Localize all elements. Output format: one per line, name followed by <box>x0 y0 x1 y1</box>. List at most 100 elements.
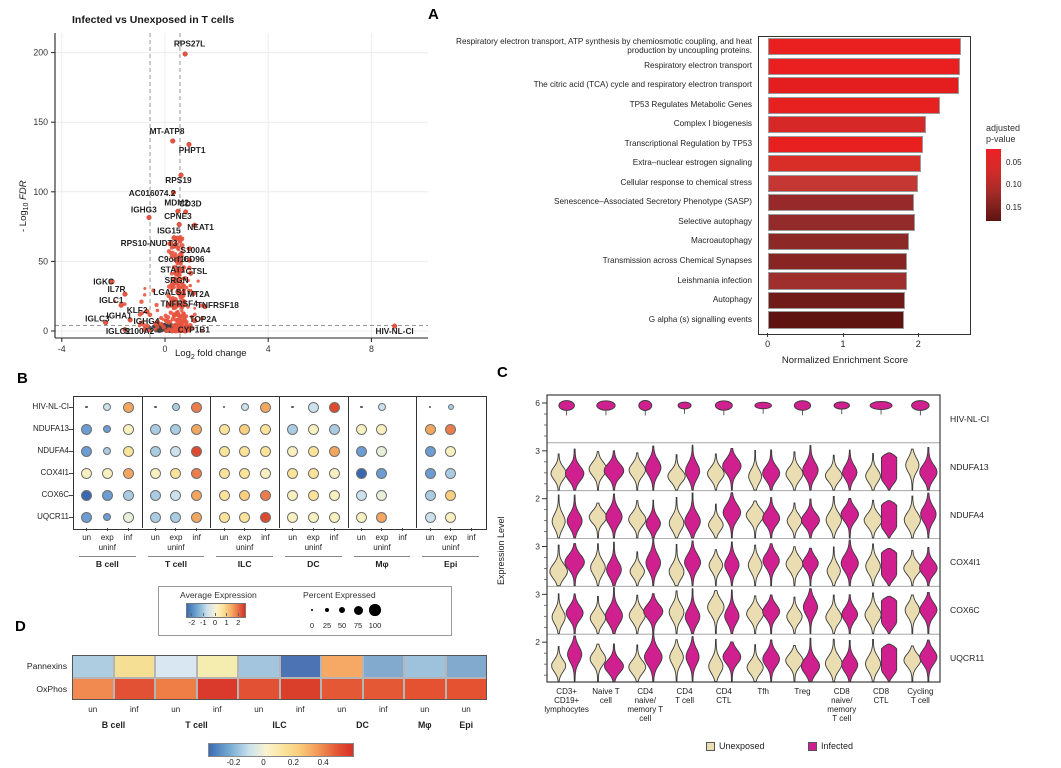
violin-unexposed <box>745 500 765 539</box>
enrichment-bar-label: The citric acid (TCA) cycle and respirat… <box>533 80 752 90</box>
panel-c-label: C <box>497 364 508 381</box>
violin-unexposed <box>669 639 684 682</box>
volcano-point <box>174 280 178 284</box>
volcano-point <box>176 325 182 330</box>
dotplot-row-tick <box>69 516 73 518</box>
expression-dot <box>191 467 203 479</box>
volcano-gene-point <box>141 327 147 333</box>
dotplot-condition-label: exp <box>444 533 458 542</box>
violin-infected <box>842 449 858 491</box>
violin-unexposed <box>825 495 842 539</box>
expression-dot <box>240 403 249 411</box>
volcano-point <box>180 281 184 285</box>
violin-unexposed <box>708 503 724 539</box>
expression-dot <box>81 511 93 523</box>
expression-dot <box>149 445 161 457</box>
pct-legend-tick-label: 75 <box>353 621 363 630</box>
dotplot-col-tick <box>86 528 88 531</box>
expression-dot <box>81 445 93 457</box>
expression-dot <box>355 489 367 501</box>
violin-category-line: T cell <box>675 696 695 705</box>
volcano-point <box>180 243 185 248</box>
volcano-point <box>173 298 178 303</box>
x-tick-label: 4 <box>266 344 271 354</box>
volcano-point <box>151 288 156 293</box>
volcano-point <box>177 283 181 287</box>
dotplot-group-line <box>79 556 136 557</box>
volcano-point <box>200 329 204 333</box>
expression-dot <box>447 404 454 410</box>
volcano-gene-point <box>170 138 176 144</box>
violin-infected <box>684 492 701 539</box>
volcano-gene-point <box>171 235 177 241</box>
violin-unexposed <box>551 494 566 539</box>
volcano-gene-label: CD3D <box>179 198 202 208</box>
volcano-point <box>139 299 144 304</box>
heatmap-condition-label: inf <box>130 705 139 714</box>
expression-dot <box>307 489 319 501</box>
volcano-gene-label: RPS10-NUDT3 <box>121 238 178 248</box>
dotplot-condition-label: un <box>425 533 435 542</box>
expression-dot <box>307 511 319 523</box>
violin-category-line: lymphocytes <box>544 705 589 714</box>
enrichment-bar-label: Selective autophagy <box>678 216 752 226</box>
violin-unexposed <box>746 644 764 682</box>
violin-unexposed <box>824 638 843 682</box>
violin-unexposed <box>707 453 725 491</box>
volcano-gene-point <box>127 317 133 323</box>
expression-dot <box>222 405 226 409</box>
heatmap-condition-label: un <box>254 705 264 714</box>
expression-dot <box>328 467 340 479</box>
avg-legend-tick <box>202 613 204 616</box>
dotplot-col-tick <box>470 528 472 531</box>
violin-category-line: Tfh <box>757 687 769 696</box>
avg-legend-tick <box>226 613 228 616</box>
violin-unexposed <box>668 543 685 587</box>
volcano-point <box>183 315 187 320</box>
enrichment-bar <box>767 291 905 310</box>
dotplot-group-line <box>147 556 205 557</box>
pct-legend-dot <box>324 607 330 613</box>
expression-dot <box>307 467 319 479</box>
volcano-gene-point <box>170 189 177 196</box>
dotplot-col-tick <box>360 528 362 531</box>
violin-y-tick-label: 3 <box>535 589 540 599</box>
expression-dot <box>101 467 113 479</box>
dotplot-condition-subline: uninf <box>304 543 322 552</box>
violin-category-line: CD4 <box>715 687 732 696</box>
y-tick-label: 50 <box>38 256 48 266</box>
violin-category-line: T cell <box>832 714 852 723</box>
expression-dot <box>170 423 182 435</box>
volcano-point <box>173 277 177 281</box>
expression-dot <box>218 423 230 435</box>
volcano-point <box>186 305 190 309</box>
expression-dot <box>149 511 161 523</box>
volcano-point <box>137 312 143 317</box>
volcano-point <box>182 283 187 288</box>
avg-legend-tick-label: 0 <box>212 618 218 627</box>
volcano-gene-point <box>153 321 159 327</box>
volcano-gene-label: CD96 <box>183 254 205 264</box>
volcano-gene-point <box>176 290 182 296</box>
volcano-gene-label: MT-ATP8 <box>150 126 185 136</box>
volcano-gene-label: IGHG4 <box>134 316 160 326</box>
enrichment-x-tick-label: 0 <box>765 339 771 349</box>
violin-infected <box>558 400 575 411</box>
violin-unexposed <box>628 644 647 682</box>
expression-dot <box>85 405 88 409</box>
x-tick-label: 0 <box>163 344 168 354</box>
volcano-point <box>168 310 173 315</box>
dotplot-col-tick <box>333 528 335 531</box>
volcano-point <box>181 265 186 270</box>
enrichment-bar-label: Cellular response to chemical stress <box>620 177 752 187</box>
violin-category-line: naive/ <box>831 696 853 705</box>
enrichment-bar-label: Respiratory electron transport <box>644 60 752 70</box>
expression-dot <box>191 401 203 413</box>
violin-infected <box>919 546 938 587</box>
expression-dot <box>239 445 251 457</box>
violin-infected <box>919 591 938 635</box>
expression-dot <box>424 445 436 457</box>
violin-infected <box>880 643 898 682</box>
violin-infected <box>643 634 663 682</box>
volcano-gene-label: KLF2 <box>127 305 148 315</box>
